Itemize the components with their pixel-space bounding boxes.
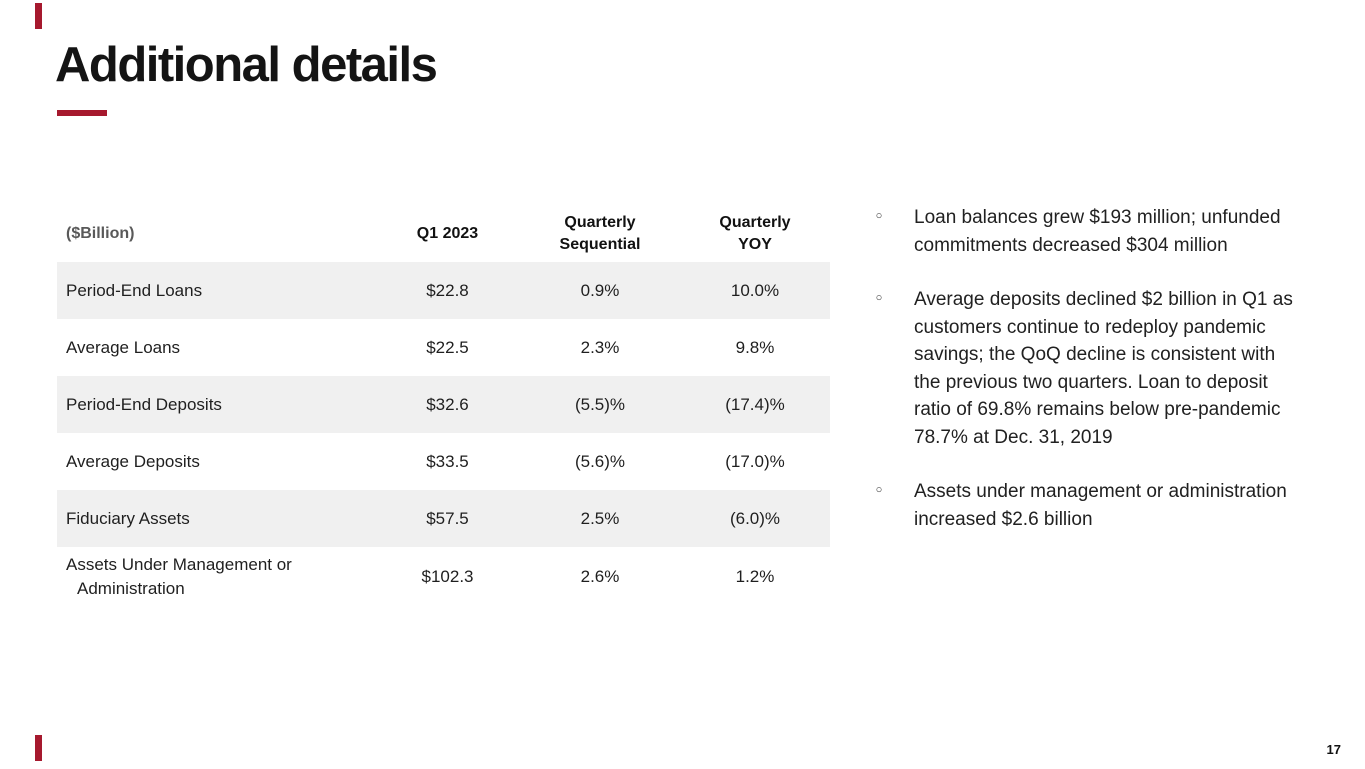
- page-number: 17: [1326, 742, 1341, 757]
- table-header-q1-2023: Q1 2023: [375, 223, 520, 245]
- bullet-text: Average deposits declined $2 billion in …: [914, 289, 1293, 448]
- table-header-unit-label: ($Billion): [66, 224, 135, 242]
- table-header-quarterly-yoy-label: Quarterly YOY: [719, 213, 791, 253]
- bullet-marker-icon: ◦: [874, 481, 885, 501]
- table-row-value: 0.9%: [580, 280, 620, 300]
- bullet-item: ◦ Average deposits declined $2 billion in…: [874, 286, 1314, 451]
- slide-edge-accent-top: [35, 3, 42, 29]
- table-row-value: $32.6: [426, 394, 469, 414]
- table-row-value: $57.5: [426, 508, 469, 528]
- table-row-value: (5.5)%: [574, 394, 626, 414]
- table-header-quarterly-yoy: Quarterly YOY: [680, 212, 830, 256]
- table-row-label: Average Loans: [66, 337, 181, 357]
- bullet-item: ◦ Assets under management or administrati…: [874, 478, 1314, 533]
- table-row-label: Average Deposits: [66, 451, 200, 471]
- table-row-value: (17.0)%: [725, 451, 785, 471]
- table-row-label: Period-End Deposits: [66, 394, 222, 414]
- bullet-text: Assets under management or administratio…: [914, 481, 1287, 530]
- table-row: Assets Under Management or Administratio…: [57, 547, 830, 607]
- table-row-label: Assets Under Management or Administratio…: [66, 555, 292, 598]
- table-row-value: (6.0)%: [729, 508, 781, 528]
- table-row: Average Deposits $33.5 (5.6)% (17.0)%: [57, 433, 830, 490]
- table-row: Period-End Deposits $32.6 (5.5)% (17.4)%: [57, 376, 830, 433]
- table-row-label: Fiduciary Assets: [66, 508, 190, 528]
- table-row-value: $22.5: [426, 337, 469, 357]
- bullet-text: Loan balances grew $193 million; unfunde…: [914, 207, 1281, 256]
- table-body: Period-End Loans $22.8 0.9% 10.0% Average Lo…: [57, 262, 830, 607]
- bullet-marker-icon: ◦: [874, 207, 885, 227]
- bullet-marker-icon: ◦: [874, 289, 885, 309]
- page-title: Additional details: [55, 38, 438, 92]
- table-header-q1-2023-label: Q1 2023: [416, 224, 479, 242]
- table-header-quarterly-sequential-label: Quarterly Sequential: [559, 213, 641, 253]
- table-row-value: (5.6)%: [574, 451, 626, 471]
- slide-edge-accent-bottom: [35, 735, 42, 761]
- table-row-value: 9.8%: [735, 337, 775, 357]
- table-row-value: 2.5%: [580, 508, 620, 528]
- table-row-value: $102.3: [421, 567, 474, 586]
- financial-metrics-table: ($Billion) Q1 2023 Quarterly Sequential …: [57, 205, 830, 607]
- title-underline: [57, 110, 107, 116]
- table-row-value: $33.5: [426, 451, 469, 471]
- table-header-row: ($Billion) Q1 2023 Quarterly Sequential …: [57, 205, 830, 262]
- table-row-value: 10.0%: [730, 280, 780, 300]
- bullet-item: ◦ Loan balances grew $193 million; unfund…: [874, 204, 1314, 259]
- bullet-list: ◦ Loan balances grew $193 million; unfund…: [874, 204, 1314, 560]
- table-row-value: (17.4)%: [725, 394, 785, 414]
- table-row-value: 2.6%: [580, 567, 620, 586]
- table-row-value: $22.8: [426, 280, 469, 300]
- table-row: Average Loans $22.5 2.3% 9.8%: [57, 319, 830, 376]
- table-row: Fiduciary Assets $57.5 2.5% (6.0)%: [57, 490, 830, 547]
- table-row-label: Period-End Loans: [66, 280, 203, 300]
- table-header-quarterly-sequential: Quarterly Sequential: [520, 212, 680, 256]
- table-row-value: 2.3%: [580, 337, 620, 357]
- table-row: Period-End Loans $22.8 0.9% 10.0%: [57, 262, 830, 319]
- table-row-value: 1.2%: [735, 567, 775, 586]
